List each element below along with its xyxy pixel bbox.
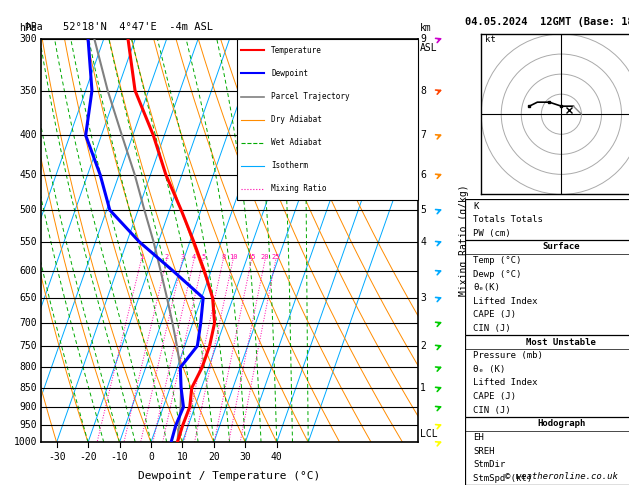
Text: kt: kt: [485, 35, 496, 44]
Text: -30: -30: [48, 452, 65, 462]
Text: Isotherm: Isotherm: [271, 161, 308, 170]
Text: 20: 20: [208, 452, 220, 462]
Text: StmSpd (kt): StmSpd (kt): [473, 474, 532, 483]
Text: LCL: LCL: [420, 429, 438, 439]
Text: CIN (J): CIN (J): [473, 324, 511, 333]
Text: hPa: hPa: [25, 21, 43, 32]
Text: 800: 800: [19, 363, 37, 372]
Text: K: K: [473, 202, 479, 210]
Text: 10: 10: [177, 452, 188, 462]
Text: 04.05.2024  12GMT (Base: 18): 04.05.2024 12GMT (Base: 18): [465, 17, 629, 27]
Text: Lifted Index: Lifted Index: [473, 297, 538, 306]
Text: SREH: SREH: [473, 447, 494, 455]
Text: Lifted Index: Lifted Index: [473, 379, 538, 387]
Text: 450: 450: [19, 170, 37, 180]
Text: Pressure (mb): Pressure (mb): [473, 351, 543, 360]
Text: 20: 20: [261, 254, 269, 260]
Text: 7: 7: [420, 130, 426, 140]
Text: 4: 4: [420, 237, 426, 247]
Text: hPa: hPa: [19, 23, 37, 33]
Text: 950: 950: [19, 420, 37, 430]
Text: 30: 30: [240, 452, 251, 462]
Text: 10: 10: [229, 254, 237, 260]
Text: 40: 40: [271, 452, 282, 462]
Text: 3: 3: [181, 254, 184, 260]
Text: Totals Totals: Totals Totals: [473, 215, 543, 224]
Text: 500: 500: [19, 205, 37, 215]
Text: 600: 600: [19, 266, 37, 276]
Text: -20: -20: [79, 452, 97, 462]
Text: 650: 650: [19, 293, 37, 303]
Text: Wet Adiabat: Wet Adiabat: [271, 138, 322, 147]
Text: 850: 850: [19, 383, 37, 393]
Text: 750: 750: [19, 341, 37, 351]
Text: 900: 900: [19, 402, 37, 412]
Text: 6: 6: [420, 170, 426, 180]
Text: Dewpoint: Dewpoint: [271, 69, 308, 78]
Text: Most Unstable: Most Unstable: [526, 338, 596, 347]
Text: km: km: [420, 23, 432, 33]
Text: Parcel Trajectory: Parcel Trajectory: [271, 92, 350, 101]
Text: 1: 1: [139, 254, 143, 260]
Text: CAPE (J): CAPE (J): [473, 392, 516, 401]
Text: 15: 15: [247, 254, 256, 260]
Text: EH: EH: [473, 433, 484, 442]
Text: Temperature: Temperature: [271, 46, 322, 55]
Text: 700: 700: [19, 318, 37, 328]
Text: 400: 400: [19, 130, 37, 140]
Text: θₑ (K): θₑ (K): [473, 365, 505, 374]
Text: -10: -10: [111, 452, 128, 462]
Text: 4: 4: [192, 254, 196, 260]
Text: 0: 0: [148, 452, 154, 462]
Text: Temp (°C): Temp (°C): [473, 256, 521, 265]
Text: 1: 1: [420, 383, 426, 393]
Text: 9: 9: [420, 34, 426, 44]
Text: Surface: Surface: [543, 243, 580, 251]
Text: Mixing Ratio (g/kg): Mixing Ratio (g/kg): [459, 185, 469, 296]
Text: 1000: 1000: [14, 437, 37, 447]
Text: 8: 8: [420, 86, 426, 96]
Text: Mixing Ratio: Mixing Ratio: [271, 184, 326, 193]
Text: Dry Adiabat: Dry Adiabat: [271, 115, 322, 124]
Text: CIN (J): CIN (J): [473, 406, 511, 415]
Text: 3: 3: [420, 293, 426, 303]
Text: PW (cm): PW (cm): [473, 229, 511, 238]
Text: 172°: 172°: [628, 460, 629, 469]
Text: 52°18'N  4°47'E  -4m ASL: 52°18'N 4°47'E -4m ASL: [63, 21, 213, 32]
Text: 1.48: 1.48: [628, 229, 629, 238]
Text: 8: 8: [221, 254, 225, 260]
Text: 2: 2: [420, 341, 426, 351]
Text: ASL: ASL: [420, 43, 438, 53]
Text: θₑ(K): θₑ(K): [473, 283, 500, 292]
Text: 25: 25: [272, 254, 280, 260]
FancyBboxPatch shape: [237, 39, 418, 200]
Text: 5: 5: [201, 254, 205, 260]
Text: 550: 550: [19, 237, 37, 247]
Text: Hodograph: Hodograph: [537, 419, 586, 428]
Text: Dewpoint / Temperature (°C): Dewpoint / Temperature (°C): [138, 471, 321, 481]
Text: 350: 350: [19, 86, 37, 96]
Text: © weatheronline.co.uk: © weatheronline.co.uk: [505, 472, 618, 481]
Text: Dewp (°C): Dewp (°C): [473, 270, 521, 278]
Text: CAPE (J): CAPE (J): [473, 311, 516, 319]
Text: 300: 300: [19, 34, 37, 44]
Text: 5: 5: [420, 205, 426, 215]
Text: 2: 2: [165, 254, 169, 260]
Text: StmDir: StmDir: [473, 460, 505, 469]
